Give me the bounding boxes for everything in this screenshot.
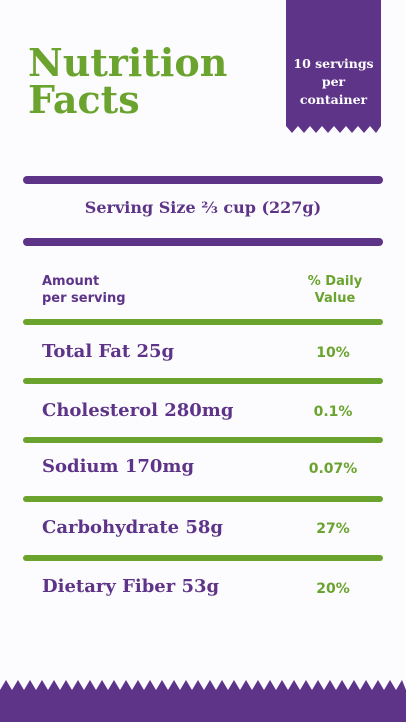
title-line-1: Nutrition xyxy=(28,40,228,85)
row-divider xyxy=(23,496,383,502)
title-line-2: Facts xyxy=(28,77,140,122)
nutrient-name: Cholesterol 280mg xyxy=(42,400,234,421)
footer-zigzag-band xyxy=(0,680,406,722)
servings-ribbon: 10 servings per container xyxy=(286,0,381,134)
divider-top xyxy=(23,176,383,184)
serving-size: Serving Size ⅔ cup (227g) xyxy=(84,198,322,217)
row-divider xyxy=(23,378,383,384)
ribbon-line-2: per xyxy=(321,74,346,89)
divider-serving xyxy=(23,238,383,246)
nutrient-daily-value: 0.07% xyxy=(308,461,358,477)
daily-value-header: % Daily Value xyxy=(290,273,380,307)
nutrient-daily-value: 10% xyxy=(316,345,350,361)
row-divider xyxy=(23,555,383,561)
nutrient-daily-value: 20% xyxy=(316,581,350,597)
ribbon-text: 10 servings per container xyxy=(286,55,381,109)
divider-header xyxy=(23,319,383,325)
amount-header-line-1: Amount xyxy=(42,274,100,289)
daily-value-header-line-1: % Daily xyxy=(307,274,363,289)
nutrient-daily-value: 27% xyxy=(316,521,350,537)
nutrient-name: Total Fat 25g xyxy=(42,341,175,362)
ribbon-line-3: container xyxy=(299,92,368,107)
nutrient-daily-value: 0.1% xyxy=(313,404,353,420)
nutrient-name: Carbohydrate 58g xyxy=(42,517,224,538)
page-title: Nutrition Facts xyxy=(28,40,228,122)
nutrient-name: Dietary Fiber 53g xyxy=(42,576,220,597)
row-divider xyxy=(23,437,383,443)
amount-header: Amount per serving xyxy=(42,273,126,307)
nutrient-name: Sodium 170mg xyxy=(42,456,195,477)
amount-header-line-2: per serving xyxy=(42,291,126,306)
daily-value-header-line-2: Value xyxy=(314,291,356,306)
ribbon-shape xyxy=(286,0,381,133)
ribbon-line-1: 10 servings xyxy=(293,56,374,71)
